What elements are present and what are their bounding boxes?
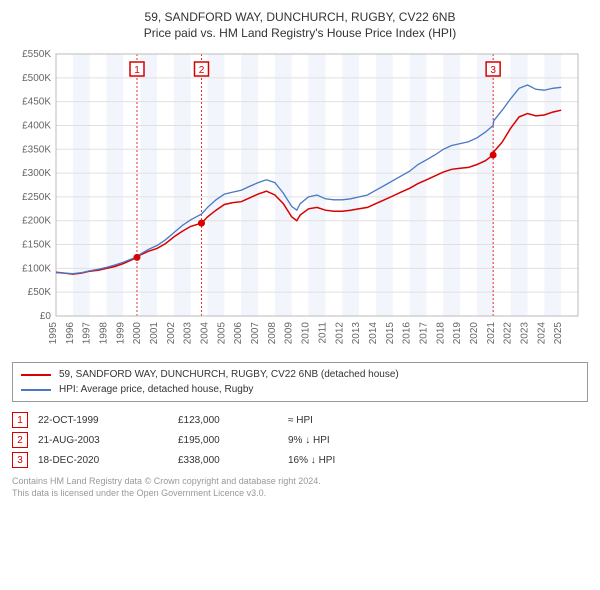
svg-text:1998: 1998 bbox=[99, 322, 110, 345]
transaction-diff: 16% ↓ HPI bbox=[288, 455, 408, 466]
svg-text:2012: 2012 bbox=[334, 322, 345, 345]
transaction-price: £123,000 bbox=[178, 415, 278, 426]
svg-text:£250K: £250K bbox=[22, 192, 51, 203]
title-main: 59, SANDFORD WAY, DUNCHURCH, RUGBY, CV22… bbox=[12, 10, 588, 24]
svg-text:2023: 2023 bbox=[519, 322, 530, 345]
legend-item: HPI: Average price, detached house, Rugb… bbox=[21, 382, 579, 397]
line-chart-svg: £0 £50K £100K £150K £200K £250K £300K £350K £400… bbox=[12, 46, 588, 356]
svg-text:2018: 2018 bbox=[435, 322, 446, 345]
svg-text:2004: 2004 bbox=[200, 322, 211, 345]
chart-area: £0 £50K £100K £150K £200K £250K £300K £350K £400… bbox=[12, 46, 588, 356]
svg-text:2019: 2019 bbox=[452, 322, 463, 345]
svg-text:£450K: £450K bbox=[22, 97, 51, 108]
svg-text:£150K: £150K bbox=[22, 240, 51, 251]
transaction-diff: 9% ↓ HPI bbox=[288, 435, 408, 446]
svg-text:£0: £0 bbox=[40, 311, 52, 322]
transaction-badge: 3 bbox=[12, 452, 28, 468]
transaction-row: 1 22-OCT-1999 £123,000 ≈ HPI bbox=[12, 410, 588, 430]
footer-line-1: Contains HM Land Registry data © Crown c… bbox=[12, 476, 588, 488]
svg-text:2009: 2009 bbox=[284, 322, 295, 345]
svg-text:2022: 2022 bbox=[503, 322, 514, 345]
svg-text:2008: 2008 bbox=[267, 322, 278, 345]
svg-text:2002: 2002 bbox=[166, 322, 177, 345]
svg-text:1: 1 bbox=[134, 65, 140, 76]
svg-text:£200K: £200K bbox=[22, 216, 51, 227]
footer-line-2: This data is licensed under the Open Gov… bbox=[12, 488, 588, 500]
svg-text:£300K: £300K bbox=[22, 168, 51, 179]
svg-text:2017: 2017 bbox=[418, 322, 429, 345]
svg-text:£550K: £550K bbox=[22, 49, 51, 60]
svg-text:1995: 1995 bbox=[48, 322, 59, 345]
svg-text:2007: 2007 bbox=[250, 322, 261, 345]
svg-text:2013: 2013 bbox=[351, 322, 362, 345]
svg-text:2015: 2015 bbox=[385, 322, 396, 345]
transaction-row: 3 18-DEC-2020 £338,000 16% ↓ HPI bbox=[12, 450, 588, 470]
svg-text:2000: 2000 bbox=[132, 322, 143, 345]
transactions-table: 1 22-OCT-1999 £123,000 ≈ HPI 2 21-AUG-2003 £19… bbox=[12, 410, 588, 470]
svg-text:1999: 1999 bbox=[115, 322, 126, 345]
svg-text:2021: 2021 bbox=[486, 322, 497, 345]
svg-text:2001: 2001 bbox=[149, 322, 160, 345]
legend: 59, SANDFORD WAY, DUNCHURCH, RUGBY, CV22… bbox=[12, 362, 588, 402]
svg-text:2016: 2016 bbox=[402, 322, 413, 345]
svg-text:2024: 2024 bbox=[536, 322, 547, 345]
transaction-diff: ≈ HPI bbox=[288, 415, 408, 426]
legend-label: 59, SANDFORD WAY, DUNCHURCH, RUGBY, CV22… bbox=[59, 367, 399, 382]
legend-swatch bbox=[21, 374, 51, 376]
transaction-price: £195,000 bbox=[178, 435, 278, 446]
svg-text:2005: 2005 bbox=[216, 322, 227, 345]
title-block: 59, SANDFORD WAY, DUNCHURCH, RUGBY, CV22… bbox=[12, 10, 588, 40]
svg-text:£50K: £50K bbox=[28, 287, 52, 298]
svg-text:2010: 2010 bbox=[301, 322, 312, 345]
svg-text:£350K: £350K bbox=[22, 144, 51, 155]
svg-text:£400K: £400K bbox=[22, 120, 51, 131]
transaction-date: 22-OCT-1999 bbox=[38, 415, 168, 426]
svg-text:2011: 2011 bbox=[317, 322, 328, 344]
legend-swatch bbox=[21, 389, 51, 391]
svg-text:2003: 2003 bbox=[183, 322, 194, 345]
svg-text:2014: 2014 bbox=[368, 322, 379, 345]
svg-text:3: 3 bbox=[490, 65, 496, 76]
svg-text:1996: 1996 bbox=[65, 322, 76, 345]
transaction-row: 2 21-AUG-2003 £195,000 9% ↓ HPI bbox=[12, 430, 588, 450]
transaction-date: 18-DEC-2020 bbox=[38, 455, 168, 466]
svg-text:2006: 2006 bbox=[233, 322, 244, 345]
transaction-badge: 2 bbox=[12, 432, 28, 448]
transaction-price: £338,000 bbox=[178, 455, 278, 466]
transaction-date: 21-AUG-2003 bbox=[38, 435, 168, 446]
footer: Contains HM Land Registry data © Crown c… bbox=[12, 476, 588, 499]
legend-label: HPI: Average price, detached house, Rugb… bbox=[59, 382, 253, 397]
svg-text:£500K: £500K bbox=[22, 73, 51, 84]
svg-text:2020: 2020 bbox=[469, 322, 480, 345]
legend-item: 59, SANDFORD WAY, DUNCHURCH, RUGBY, CV22… bbox=[21, 367, 579, 382]
svg-text:1997: 1997 bbox=[82, 322, 93, 345]
svg-text:2: 2 bbox=[199, 65, 205, 76]
svg-text:£100K: £100K bbox=[22, 263, 51, 274]
title-sub: Price paid vs. HM Land Registry's House … bbox=[12, 26, 588, 40]
svg-text:2025: 2025 bbox=[553, 322, 564, 345]
chart-container: 59, SANDFORD WAY, DUNCHURCH, RUGBY, CV22… bbox=[0, 0, 600, 507]
transaction-badge: 1 bbox=[12, 412, 28, 428]
